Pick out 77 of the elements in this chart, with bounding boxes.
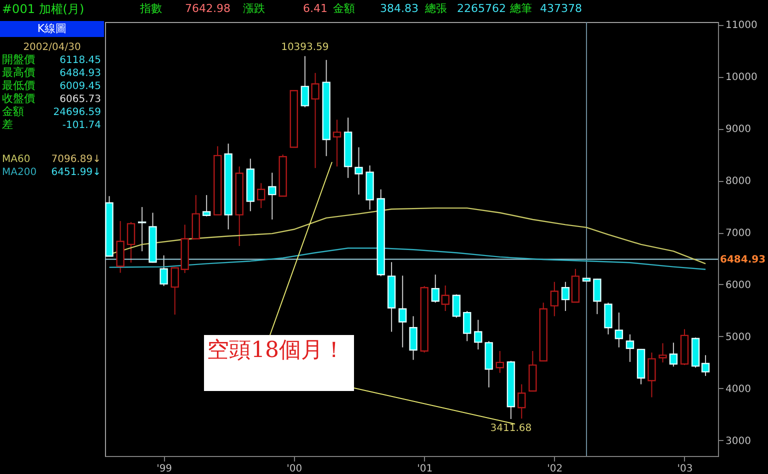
candlestick xyxy=(648,352,656,398)
chart-title: #001 加權(月) xyxy=(2,2,84,16)
candlestick xyxy=(701,354,710,376)
candlestick xyxy=(354,146,363,196)
text: 24696.59 xyxy=(53,107,101,118)
text: 7096.89↓ xyxy=(51,154,101,165)
text: 6065.73 xyxy=(60,94,101,105)
candlestick xyxy=(409,316,418,360)
y-tick-label: 8000 xyxy=(726,176,751,188)
candlestick xyxy=(614,312,624,348)
candlestick xyxy=(398,275,407,348)
text: -101.74 xyxy=(62,120,101,131)
y-tick-label: 5000 xyxy=(726,332,751,343)
x-tick-label: '03 xyxy=(677,464,693,474)
candlestick xyxy=(550,281,559,317)
candlestick xyxy=(300,56,310,108)
annotation: 10393.59 xyxy=(281,42,329,54)
text: K線圖 xyxy=(37,22,67,35)
x-tick-label: '02 xyxy=(547,464,563,474)
candlestick xyxy=(257,182,266,209)
candlestick xyxy=(658,342,667,363)
annotation: 3411.68 xyxy=(490,423,532,434)
candlestick xyxy=(452,294,461,318)
y-tick-label: 4000 xyxy=(726,384,751,395)
text: 總筆 xyxy=(509,2,532,15)
candlestick xyxy=(202,194,211,217)
candlestick xyxy=(669,342,678,368)
text: 6451.99↓ xyxy=(51,167,101,178)
text: 437378 xyxy=(540,2,582,15)
text: 6009.45 xyxy=(60,81,101,92)
text: 最高價 xyxy=(2,66,35,79)
candlestick xyxy=(626,334,634,362)
y-tick-label: 10000 xyxy=(726,72,758,84)
text: 6484.93 xyxy=(60,68,101,79)
x-tick-label: '99 xyxy=(156,464,172,474)
text: MA60 xyxy=(2,154,30,165)
y-tick-label: 11000 xyxy=(726,20,758,32)
candlestick xyxy=(463,310,472,342)
text: 6118.45 xyxy=(60,55,101,66)
text: MA200 xyxy=(2,167,37,178)
y-tick-label: 9000 xyxy=(726,124,751,136)
y-tick-label: 6000 xyxy=(726,280,751,291)
text: 指數 xyxy=(139,2,162,15)
candlestick xyxy=(332,119,342,167)
text: 最低價 xyxy=(2,79,35,92)
y-tick-label: 7000 xyxy=(726,228,751,240)
text: 384.83 xyxy=(380,2,418,15)
text: 2002/04/30 xyxy=(23,42,81,53)
candlestick xyxy=(268,172,276,220)
text: 差 xyxy=(2,118,13,131)
candlestick xyxy=(311,72,320,169)
text: 開盤價 xyxy=(2,53,35,66)
text: 2265762 xyxy=(457,2,506,15)
x-tick-label: '00 xyxy=(286,464,302,474)
text: 金額 xyxy=(2,105,24,118)
text: 漲跌 xyxy=(243,2,265,15)
y-tick-label: 3000 xyxy=(726,436,751,447)
candlestick xyxy=(441,285,450,312)
candlestick xyxy=(126,222,136,264)
x-tick-label: '01 xyxy=(417,464,433,474)
line-series xyxy=(108,247,706,270)
candlestick xyxy=(518,384,526,420)
text: 6.41 xyxy=(303,2,328,15)
ref-line-label: 6484.93 xyxy=(720,254,766,266)
candlestick xyxy=(431,274,440,304)
candlestick xyxy=(160,254,168,287)
text: 金額 xyxy=(333,2,355,15)
text: 7642.98 xyxy=(185,2,230,15)
candlestick xyxy=(593,278,602,315)
candlestick xyxy=(496,350,504,374)
candlestick xyxy=(604,302,612,335)
text: 收盤價 xyxy=(2,92,35,105)
candlestick xyxy=(474,319,482,350)
annotation: 空頭18個月！ xyxy=(207,338,345,363)
candlestick xyxy=(138,206,146,252)
text: 總張 xyxy=(424,2,447,15)
candlestick xyxy=(561,281,570,312)
